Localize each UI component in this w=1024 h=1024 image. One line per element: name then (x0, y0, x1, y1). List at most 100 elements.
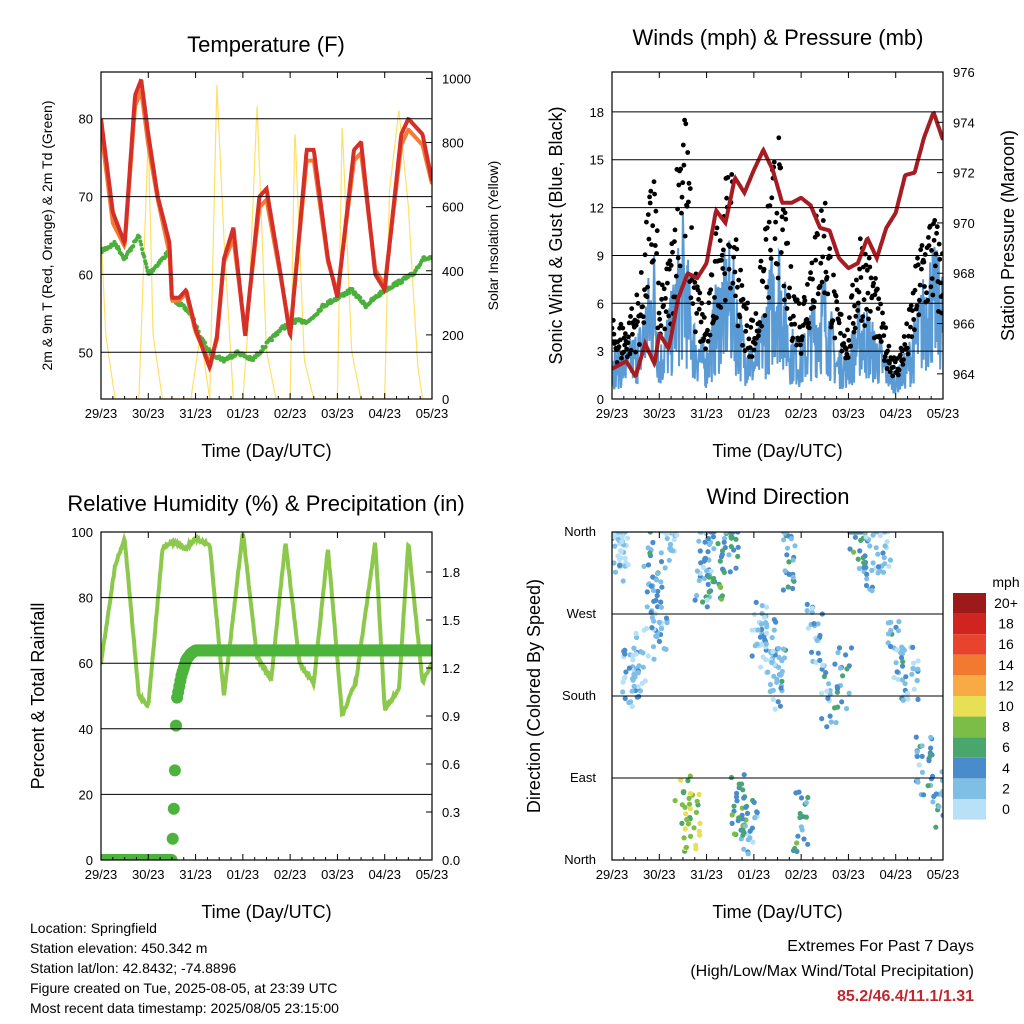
direction-point (691, 825, 697, 831)
gust-point (910, 308, 915, 313)
y2-tick-label: 400 (442, 264, 464, 279)
gust-point (661, 286, 667, 292)
gust-point (748, 324, 754, 330)
gust-point (782, 210, 788, 216)
direction-point (734, 798, 740, 804)
gust-point (681, 162, 687, 168)
direction-point (827, 713, 833, 719)
gust-point (917, 282, 923, 288)
x-tick-label: 03/23 (832, 406, 865, 421)
gust-point (708, 287, 714, 293)
direction-point (717, 584, 723, 590)
gust-point (735, 284, 740, 290)
direction-point (808, 649, 815, 655)
direction-point (910, 665, 916, 672)
direction-point (914, 753, 920, 760)
y2-tick-label: 0.0 (442, 853, 460, 868)
direction-point (834, 686, 841, 692)
gust-point (779, 214, 785, 220)
direction-point (911, 660, 917, 666)
gust-point (925, 298, 931, 303)
direction-point (741, 846, 747, 852)
gust-point (900, 362, 906, 367)
direction-point (683, 811, 689, 817)
direction-point (729, 812, 735, 818)
x-tick-label: 04/23 (368, 406, 401, 421)
td-point (263, 345, 268, 349)
series-sonic-wind (612, 212, 943, 394)
gust-point (926, 243, 932, 249)
direction-point (815, 650, 821, 656)
direction-point (612, 532, 615, 535)
gust-point (857, 236, 863, 242)
direction-point (844, 666, 850, 672)
direction-point (731, 831, 738, 837)
gust-point (677, 263, 683, 269)
td-point (358, 295, 363, 300)
gust-point (887, 360, 892, 366)
x-tick-label: 30/23 (132, 867, 165, 882)
x-axis-label: Time (Day/UTC) (712, 441, 842, 461)
gust-point (819, 279, 825, 285)
gust-point (764, 225, 770, 231)
gust-point (896, 367, 902, 373)
gust-point (644, 294, 650, 300)
legend-label: 18 (998, 616, 1014, 632)
gust-point (821, 233, 827, 239)
direction-point (701, 558, 707, 564)
direction-point (625, 562, 631, 568)
direction-point (899, 663, 906, 669)
direction-point (940, 792, 943, 798)
gust-point (934, 230, 939, 236)
legend-swatch (953, 593, 986, 614)
gust-point (938, 280, 943, 286)
direction-point (612, 533, 617, 540)
direction-point (679, 802, 685, 808)
direction-point (770, 696, 776, 703)
gust-point (661, 303, 666, 308)
legend-label: 20+ (994, 595, 1018, 611)
direction-point (663, 532, 670, 537)
gust-point (618, 321, 624, 327)
x-tick-label: 31/23 (690, 867, 723, 882)
direction-point (885, 620, 891, 626)
gust-point (922, 252, 928, 257)
direction-point (619, 538, 625, 545)
gust-point (665, 280, 670, 286)
gust-point (625, 340, 631, 346)
x-tick-label: 01/23 (227, 406, 260, 421)
direction-point (919, 769, 926, 776)
gust-point (771, 159, 777, 165)
direction-point (721, 569, 727, 576)
y-tick-label: 15 (590, 153, 604, 168)
gust-point (872, 292, 878, 298)
direction-point (763, 630, 770, 636)
gust-point (645, 212, 651, 218)
y2-axis-label: Solar Insolation (Yellow) (485, 161, 501, 311)
y-tick-label: 50 (79, 345, 93, 360)
gust-point (866, 255, 872, 261)
direction-point (656, 619, 662, 625)
x-tick-label: 05/23 (927, 867, 960, 882)
direction-point (740, 832, 746, 838)
gust-point (734, 246, 740, 252)
direction-point (826, 681, 832, 687)
gust-point (878, 339, 884, 344)
legend-label: 6 (1002, 739, 1010, 755)
direction-point (656, 638, 663, 645)
gust-point (730, 280, 736, 286)
y-tick-label: 20 (79, 787, 93, 802)
gust-point (757, 264, 763, 270)
direction-point (784, 552, 790, 558)
gust-point (922, 284, 927, 289)
direction-point (687, 806, 693, 812)
legend-label: 2 (1002, 780, 1010, 796)
direction-point (634, 694, 640, 700)
legend-swatch (953, 613, 986, 635)
gust-point (670, 249, 675, 255)
gust-point (675, 255, 681, 261)
direction-point (764, 604, 770, 610)
direction-point (891, 675, 897, 681)
gust-point (663, 309, 669, 315)
legend-swatch (953, 675, 986, 696)
